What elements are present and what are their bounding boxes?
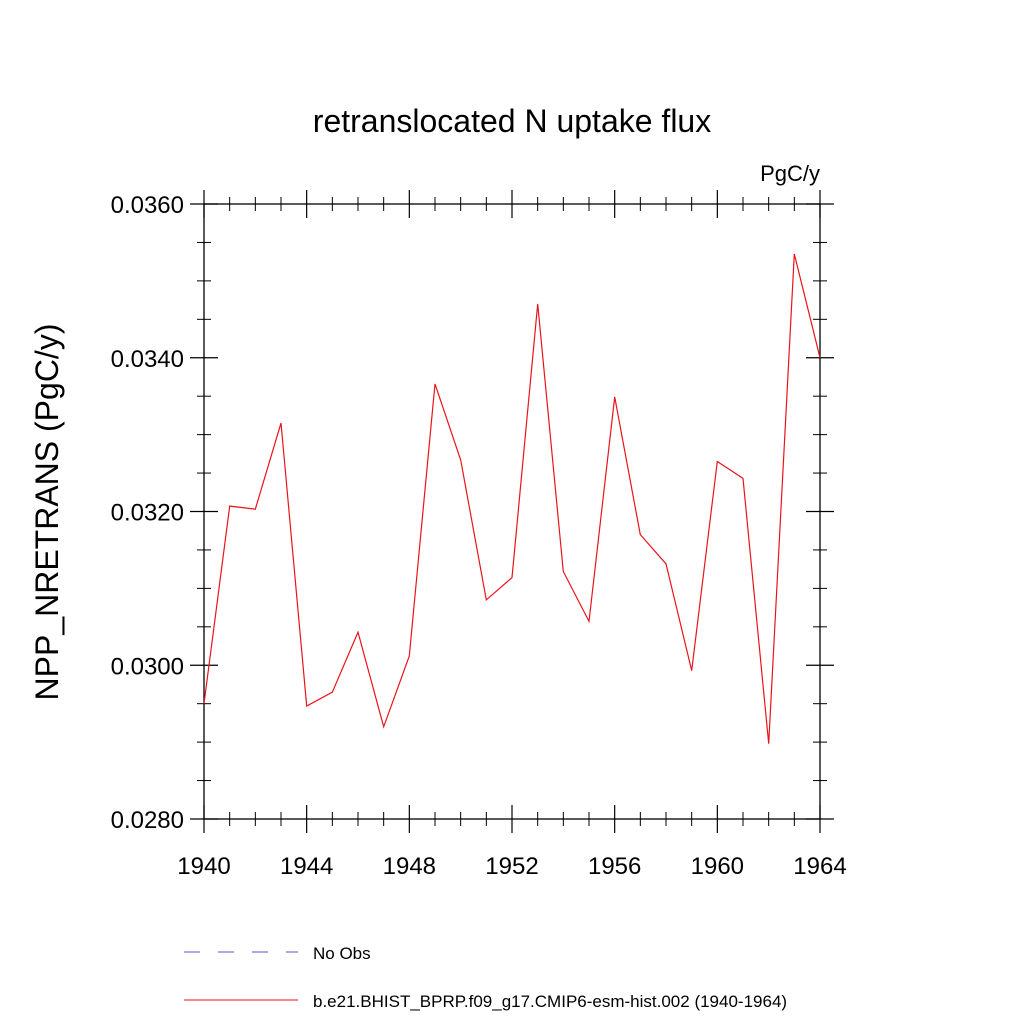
x-tick-label: 1952 <box>485 853 538 880</box>
y-axis-label: NPP_NRETRANS (PgC/y) <box>29 324 65 701</box>
x-tick-label: 1960 <box>691 853 744 880</box>
y-tick-label: 0.0320 <box>111 500 184 527</box>
series-group <box>203 253 821 744</box>
plot-frame <box>203 203 821 820</box>
y-tick-label: 0.0300 <box>111 653 184 680</box>
x-tick-label: 1948 <box>383 853 436 880</box>
legend-label: No Obs <box>313 944 371 963</box>
y-tick-label: 0.0360 <box>111 192 184 219</box>
legend: No Obs b.e21.BHIST_BPRP.f09_g17.CMIP6-esm… <box>184 944 787 1011</box>
y-tick-label: 0.0340 <box>111 346 184 373</box>
units-label: PgC/y <box>760 161 820 186</box>
ticks-group: 0.0280 0.0300 0.0320 0.0340 0.0360 1940 1944 19… <box>111 190 847 880</box>
y-tick-label: 0.0280 <box>111 807 184 834</box>
axes-group <box>203 203 821 820</box>
x-tick-label: 1940 <box>177 853 230 880</box>
series-line <box>203 253 821 744</box>
legend-label: b.e21.BHIST_BPRP.f09_g17.CMIP6-esm-hist.… <box>313 992 787 1011</box>
x-tick-label: 1944 <box>280 853 333 880</box>
chart-title: retranslocated N uptake flux <box>313 103 711 139</box>
x-tick-label: 1964 <box>793 853 846 880</box>
x-tick-label: 1956 <box>588 853 641 880</box>
